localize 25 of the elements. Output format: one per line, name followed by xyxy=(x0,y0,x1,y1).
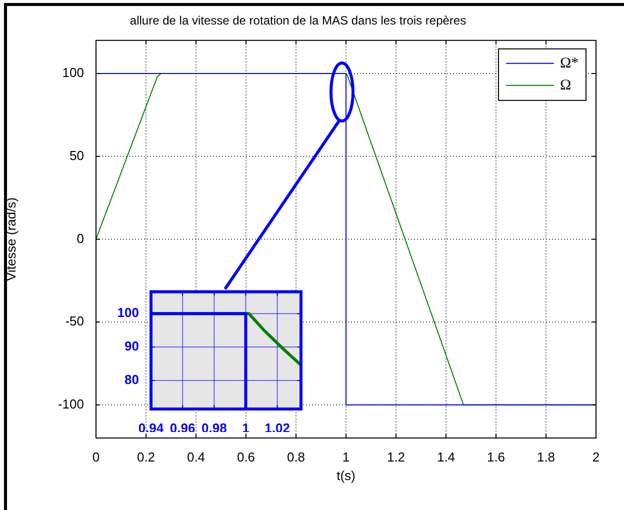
chart-title: allure de la vitesse de rotation de la MAS dans les trois repères xyxy=(130,14,466,28)
x-tick-label: 1.2 xyxy=(386,449,406,464)
x-tick-label: 1.4 xyxy=(436,449,456,464)
x-tick-label: 0.8 xyxy=(286,449,306,464)
x-tick-label: 1.6 xyxy=(486,449,506,464)
y-tick-label: 100 xyxy=(62,65,84,80)
legend-label: Ω* xyxy=(560,55,579,72)
x-tick-label: 1.8 xyxy=(536,449,556,464)
y-tick-label: -100 xyxy=(58,396,84,412)
y-tick-label: 0 xyxy=(76,230,84,246)
y-tick-label: 50 xyxy=(70,148,84,163)
x-tick-label: 0.6 xyxy=(236,449,256,464)
y-tick-label: 80 xyxy=(124,372,139,388)
y-tick-label: -50 xyxy=(65,314,84,329)
y-tick-label: 90 xyxy=(124,338,139,354)
x-tick-label: 0.4 xyxy=(186,449,206,464)
x-axis-title: t(s) xyxy=(336,468,356,483)
x-tick-label: 2 xyxy=(592,449,600,464)
x-tick-label: 0 xyxy=(92,449,100,464)
y-tick-label: 100 xyxy=(117,305,139,320)
y-axis-title: Vitesse (rad/s) xyxy=(3,197,18,281)
x-tick-label: 1 xyxy=(242,420,250,436)
x-tick-label: 0.2 xyxy=(136,449,156,464)
x-tick-label: 1 xyxy=(342,449,350,464)
legend-label: Ω xyxy=(560,77,572,94)
